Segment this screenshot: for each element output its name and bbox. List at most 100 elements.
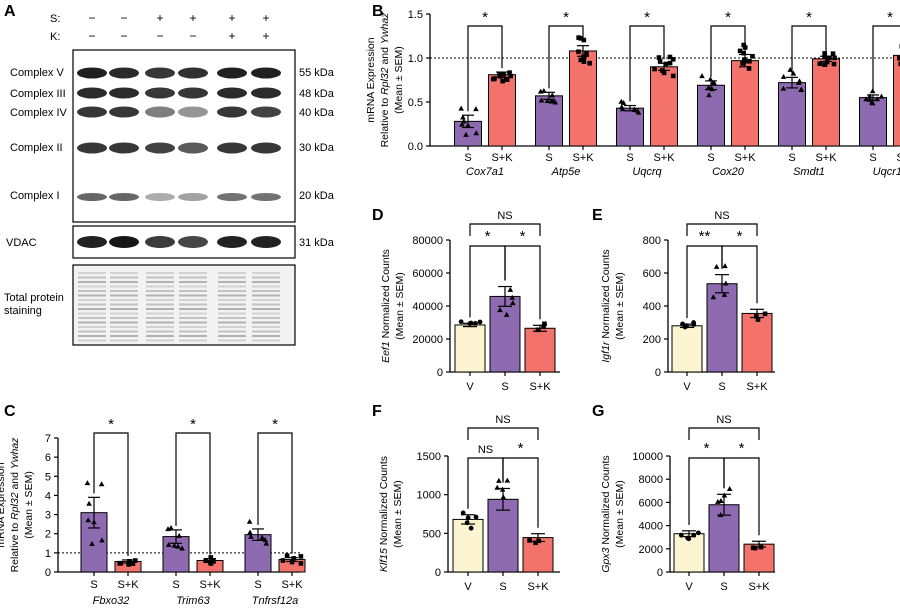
s-sign-lane-6: +	[262, 11, 269, 25]
data-point	[496, 477, 502, 483]
band	[251, 142, 281, 154]
data-point	[535, 327, 541, 333]
total-protein-band	[110, 326, 138, 328]
vdac-band	[145, 236, 175, 248]
comparison-label: *	[739, 440, 745, 457]
bar	[488, 74, 516, 147]
data-point	[578, 36, 584, 41]
bar	[671, 325, 703, 373]
data-point	[533, 540, 538, 546]
significance-label: *	[806, 9, 812, 26]
data-point	[824, 59, 830, 65]
data-point	[509, 294, 516, 300]
data-point	[549, 92, 556, 98]
data-point	[747, 58, 752, 64]
total-protein-band	[218, 321, 246, 324]
y-label-line3: (Mean ± SEM)	[393, 46, 405, 114]
data-point	[463, 131, 469, 137]
label-gene-italic: Eef1	[380, 341, 392, 363]
total-protein-band	[218, 335, 246, 337]
data-point	[863, 96, 869, 102]
label-gene-italic: Ywhaz	[9, 437, 21, 469]
total-protein-band	[218, 326, 246, 328]
vdac-band	[77, 236, 107, 248]
data-point	[246, 518, 253, 524]
vdac-band	[109, 236, 139, 248]
band	[109, 106, 139, 118]
band-label-3: Complex II	[10, 142, 63, 154]
band	[77, 142, 107, 154]
y-tick-label: 800	[643, 235, 661, 247]
label-gene-italic: Igf1r	[600, 341, 612, 363]
data-point	[695, 530, 701, 536]
total-protein-band	[218, 312, 246, 315]
category-label: S+K	[746, 381, 768, 393]
bar	[487, 498, 519, 573]
label-gene-italic: Ywhaz	[379, 12, 391, 44]
total-protein-band	[110, 281, 138, 283]
data-point	[494, 484, 501, 490]
gene-label: Smdt1	[793, 166, 825, 178]
data-point	[126, 562, 131, 567]
significance-bracket	[548, 25, 584, 89]
y-tick-label: 20000	[412, 334, 443, 346]
data-point	[501, 71, 506, 77]
y-label-line1: mRNA Expression	[365, 37, 377, 122]
data-point	[718, 498, 724, 504]
data-point	[798, 87, 805, 93]
band	[77, 87, 107, 99]
total-protein-band	[218, 276, 246, 279]
total-protein-band	[146, 285, 174, 288]
significance-label: *	[725, 9, 731, 26]
comparison-label: NS	[495, 414, 510, 426]
total-protein-band	[179, 303, 207, 306]
total-protein-band	[146, 308, 174, 310]
comparison-bracket	[469, 223, 541, 236]
data-point	[758, 544, 764, 550]
label-part: Relative to	[379, 95, 391, 148]
bar	[569, 50, 597, 147]
bar	[812, 58, 840, 147]
data-point	[826, 55, 832, 61]
band	[251, 193, 281, 201]
total-protein-band	[179, 285, 207, 288]
total-protein-label-line2: staining	[4, 305, 42, 317]
data-point	[878, 93, 885, 99]
total-protein-band	[179, 326, 207, 328]
total-protein-band	[252, 317, 280, 319]
total-protein-band	[146, 321, 174, 324]
y-tick-label: 0.5	[408, 97, 423, 109]
bar	[650, 66, 678, 147]
treatment-signs: − − + + + + − − − − + +	[88, 11, 269, 43]
y-label-line1: Eef1 Normalized Counts	[380, 249, 392, 363]
y-tick-label: 1500	[417, 451, 441, 463]
data-point	[707, 76, 714, 82]
panel-letter: F	[372, 403, 382, 420]
total-protein-band	[252, 321, 280, 324]
total-protein-label-line1: Total protein	[4, 292, 64, 304]
gene-label: Uqcr11	[873, 166, 900, 178]
data-point	[832, 55, 837, 61]
label-part: Normalized Counts	[380, 249, 392, 341]
gene-label: Atp5e	[551, 166, 581, 178]
total-protein-band	[146, 290, 174, 292]
bar-label: S+K	[815, 152, 837, 164]
comparison-label: *	[520, 228, 526, 245]
bar	[708, 504, 740, 573]
gene-label: Cox20	[712, 166, 745, 178]
y-tick-label: 0	[45, 567, 51, 579]
data-point	[203, 558, 208, 564]
total-protein-band	[78, 321, 106, 324]
bar	[741, 312, 773, 373]
data-point	[458, 319, 464, 325]
data-point	[542, 321, 547, 327]
data-point	[746, 66, 752, 71]
significance-label: *	[482, 9, 488, 26]
total-protein-band	[252, 335, 280, 337]
bar	[454, 324, 486, 373]
total-protein-band	[252, 272, 280, 274]
data-point	[822, 62, 828, 67]
